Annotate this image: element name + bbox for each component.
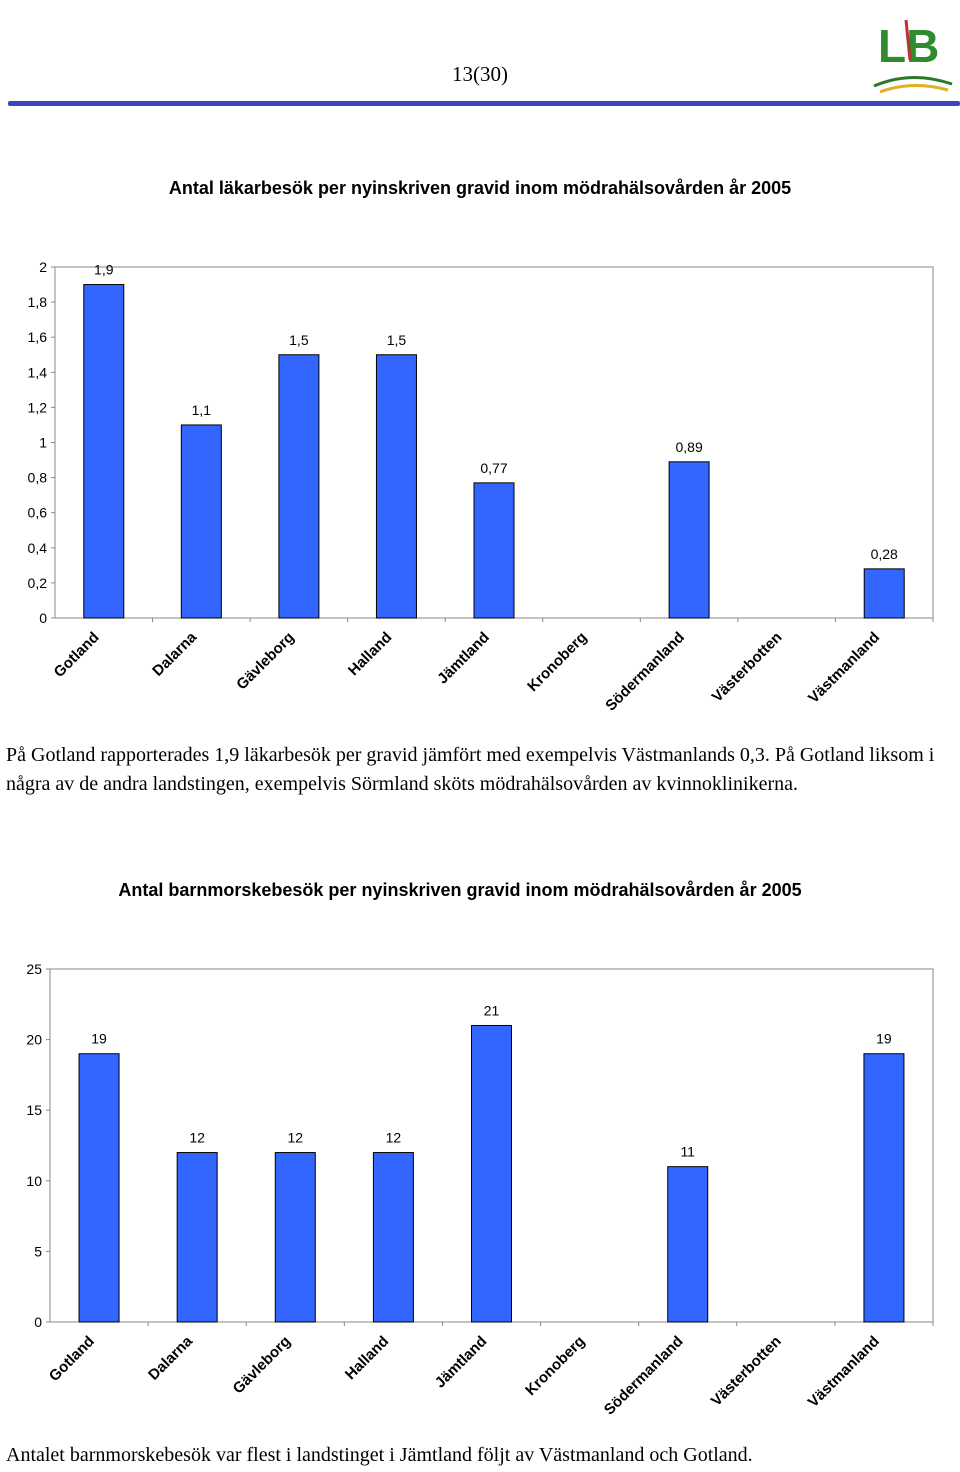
chart2-category-label: Gotland xyxy=(46,1333,98,1385)
chart1-category-label: Dalarna xyxy=(149,628,200,679)
lb-logo: LB xyxy=(873,19,953,94)
chart1-bar-halland xyxy=(375,354,417,619)
chart2-category-label: Västmanland xyxy=(805,1333,883,1411)
chart2-bar-gävleborg xyxy=(274,1152,316,1323)
chart2-bar-gotland xyxy=(78,1053,120,1323)
chart2-category-label: Gävleborg xyxy=(230,1333,294,1397)
chart2-category-label: Halland xyxy=(342,1333,392,1383)
chart1-data-label: 0,77 xyxy=(480,460,507,476)
chart2-data-label: 11 xyxy=(680,1144,695,1160)
chart2-midwife-visits: 0 5 10 15 20 25 19 Gotland 12 Dalarna 12 Gävleborg 1… xyxy=(26,961,934,1419)
paragraph-doctor-visits: På Gotland rapporterades 1,9 läkarbesök … xyxy=(6,744,935,795)
chart1-category-label: Södermanland xyxy=(602,629,688,715)
chart1-y-tick-label: 0,6 xyxy=(28,505,48,521)
chart1-data-label: 1,9 xyxy=(94,262,114,278)
chart1-category-label: Jämtland xyxy=(434,629,493,688)
chart1-data-label: 1,5 xyxy=(387,332,407,348)
chart1-data-label: 0,89 xyxy=(675,439,702,455)
chart2-bar-västmanland xyxy=(863,1053,905,1323)
chart2-data-label: 12 xyxy=(189,1130,205,1146)
chart1-bar-västmanland xyxy=(863,568,905,619)
chart2-category-label: Kronoberg xyxy=(522,1333,588,1399)
chart2-y-tick-label: 10 xyxy=(26,1173,42,1189)
paragraph-midwife-visits: Antalet barnmorskebesök var flest i land… xyxy=(6,1444,753,1466)
chart2-category-label: Södermanland xyxy=(601,1333,687,1419)
chart1-y-tick-label: 0 xyxy=(39,610,47,626)
chart2-bar-jämtland xyxy=(471,1024,512,1323)
chart2-y-tick-label: 0 xyxy=(34,1314,42,1330)
chart1-bar-gävleborg xyxy=(278,354,320,619)
chart2-data-label: 19 xyxy=(876,1031,892,1047)
chart1-category-label: Kronoberg xyxy=(524,629,590,695)
chart1-category-label: Gotland xyxy=(51,629,103,681)
chart1-category-label: Halland xyxy=(345,629,395,679)
chart2-y-tick-label: 20 xyxy=(26,1032,42,1048)
chart1-y-tick-label: 1,2 xyxy=(28,399,48,415)
chart1-y-tick-label: 0,2 xyxy=(28,575,48,591)
chart1-data-label: 1,1 xyxy=(192,402,212,418)
chart1-data-label: 0,28 xyxy=(871,546,898,562)
header-rule xyxy=(8,101,960,106)
chart1-y-tick-label: 0,4 xyxy=(28,540,48,556)
chart1-y-tick-label: 0,8 xyxy=(28,470,48,486)
chart2-data-label: 21 xyxy=(484,1002,500,1018)
chart2-category-label: Jämtland xyxy=(432,1333,491,1392)
chart1-category-label: Västerbotten xyxy=(709,629,786,706)
chart2-data-label: 12 xyxy=(287,1130,303,1146)
chart2-y-tick-label: 5 xyxy=(34,1243,42,1259)
chart1-bar-gotland xyxy=(83,284,125,619)
chart2-title: Antal barnmorskebesök per nyinskriven gr… xyxy=(118,880,802,900)
chart1-y-tick-label: 2 xyxy=(39,259,47,275)
chart2-bar-södermanland xyxy=(667,1166,709,1323)
chart1-title: Antal läkarbesök per nyinskriven gravid … xyxy=(168,178,792,198)
chart1-doctor-visits: 0 0,2 0,4 0,6 0,8 1 1,2 1,4 1,6 1,8 2 1,9 Gotland 1,1… xyxy=(28,259,934,715)
chart2-category-label: Västerbotten xyxy=(708,1333,785,1410)
chart2-data-label: 12 xyxy=(386,1130,402,1146)
chart1-y-tick-label: 1,4 xyxy=(28,364,48,380)
chart1-bar-dalarna xyxy=(180,424,222,619)
chart2-data-label: 19 xyxy=(91,1031,107,1047)
chart1-bar-jämtland xyxy=(473,482,515,619)
chart1-y-tick-label: 1 xyxy=(39,435,47,451)
chart1-bar-södermanland xyxy=(668,461,710,619)
chart2-bar-halland xyxy=(372,1152,414,1323)
chart2-category-label: Dalarna xyxy=(145,1332,196,1383)
chart1-data-label: 1,5 xyxy=(289,332,309,348)
chart1-y-tick-label: 1,6 xyxy=(28,329,48,345)
chart2-bar-dalarna xyxy=(176,1152,218,1323)
chart1-category-label: Västmanland xyxy=(805,629,883,707)
chart1-category-label: Gävleborg xyxy=(233,629,297,693)
page-number: 13(30) xyxy=(452,62,508,86)
chart1-y-tick-label: 1,8 xyxy=(28,294,48,310)
chart2-y-tick-label: 25 xyxy=(26,961,42,977)
chart2-y-tick-label: 15 xyxy=(26,1102,42,1118)
